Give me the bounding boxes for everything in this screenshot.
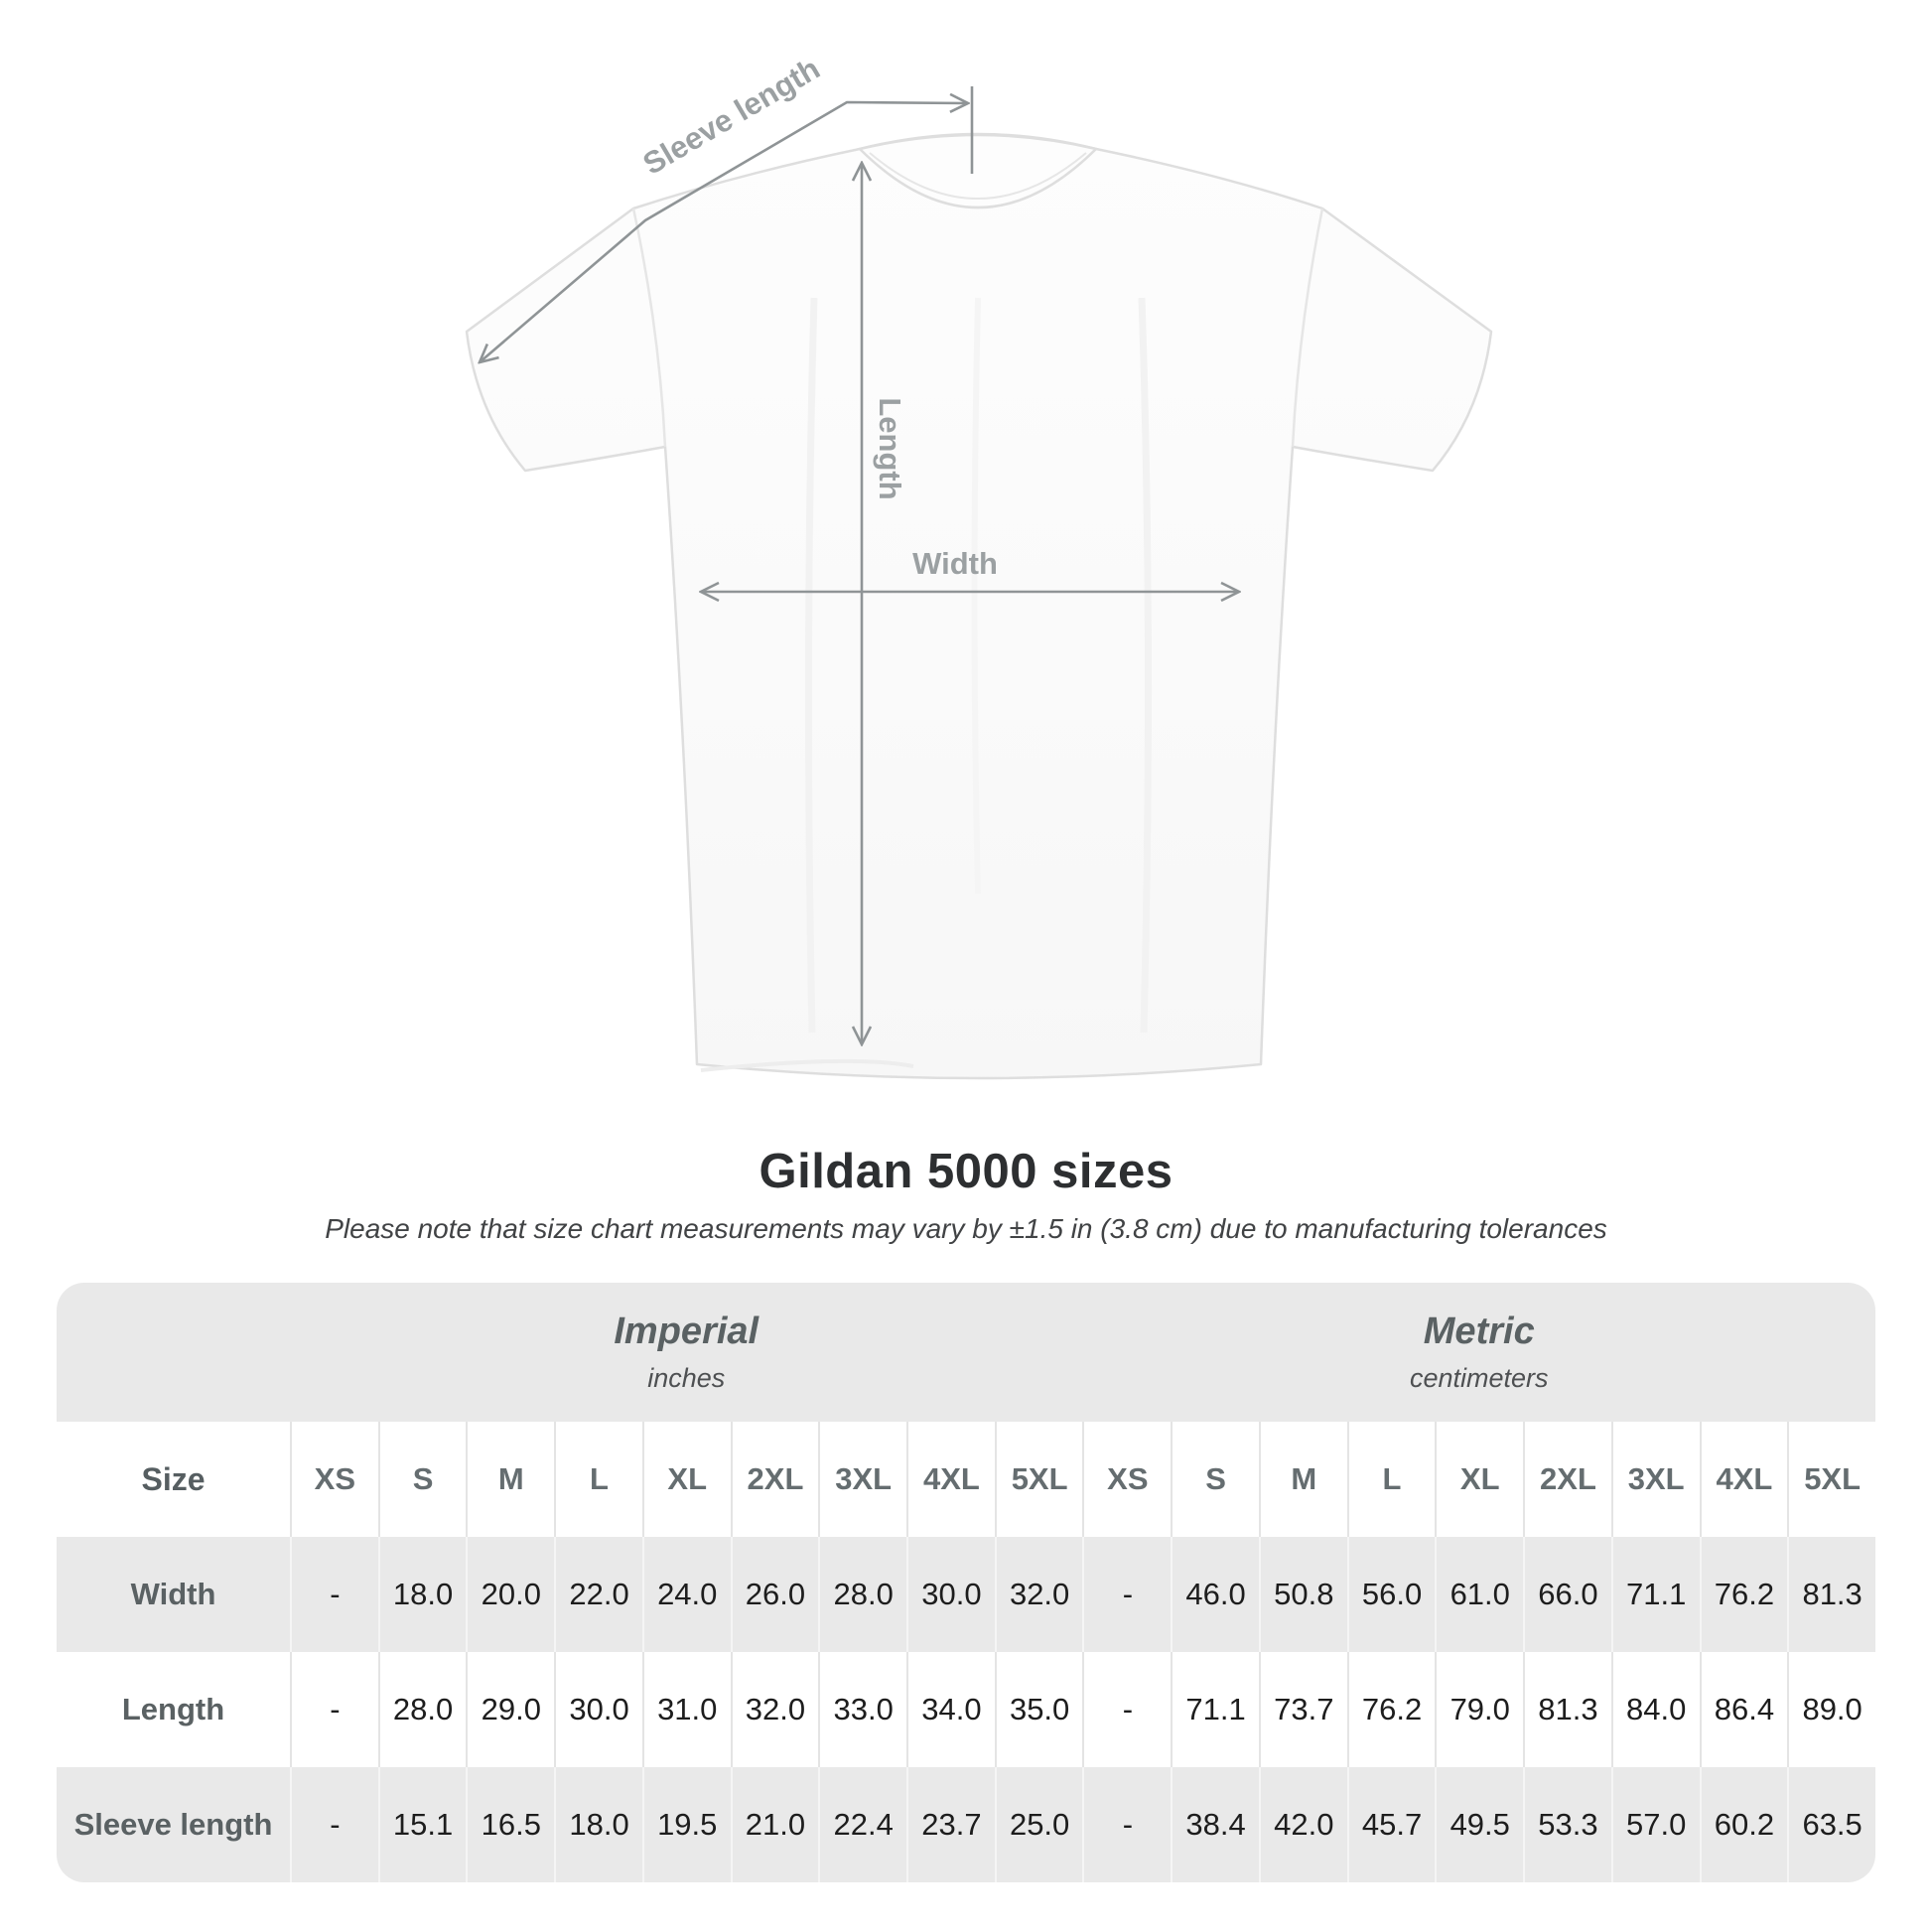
- value-cell: 76.2: [1346, 1652, 1436, 1767]
- value-cell: 38.4: [1171, 1767, 1259, 1882]
- size-header-cell: 5XL: [994, 1422, 1083, 1537]
- value-cell: 30.0: [906, 1537, 995, 1652]
- value-cell: 18.0: [554, 1767, 642, 1882]
- size-header-cell: 4XL: [906, 1422, 995, 1537]
- value-cell: 35.0: [994, 1652, 1083, 1767]
- value-cell: 19.5: [641, 1767, 731, 1882]
- value-cell: 45.7: [1346, 1767, 1436, 1882]
- value-cell: 57.0: [1610, 1767, 1700, 1882]
- size-header-cell: XS: [290, 1422, 378, 1537]
- value-cell: 30.0: [554, 1652, 642, 1767]
- value-cell: 84.0: [1610, 1652, 1700, 1767]
- size-header-cell: 3XL: [818, 1422, 906, 1537]
- value-cell: 29.0: [466, 1652, 554, 1767]
- table-row-sleeve-length: Sleeve length - 15.1 16.5 18.0 19.5 21.0…: [57, 1767, 1875, 1882]
- size-header-cell: XL: [1435, 1422, 1523, 1537]
- page-subtitle: Please note that size chart measurements…: [325, 1213, 1607, 1244]
- tshirt-diagram: Sleeve length Length Width: [465, 51, 1493, 1080]
- value-cell: 46.0: [1171, 1537, 1259, 1652]
- value-cell: 60.2: [1699, 1767, 1788, 1882]
- size-header-cell: 5XL: [1787, 1422, 1875, 1537]
- size-header-cell: M: [1258, 1422, 1347, 1537]
- unit-group-band: Imperial inches Metric centimeters: [57, 1283, 1875, 1422]
- size-table: Imperial inches Metric centimeters Size …: [57, 1283, 1875, 1882]
- value-cell: 34.0: [906, 1652, 995, 1767]
- row-label: Width: [130, 1577, 216, 1611]
- value-cell: 22.0: [554, 1537, 642, 1652]
- value-cell: 63.5: [1787, 1767, 1875, 1882]
- size-header-cell: XS: [1082, 1422, 1171, 1537]
- value-cell: 61.0: [1435, 1537, 1523, 1652]
- size-header-cell: 2XL: [730, 1422, 819, 1537]
- size-header-cell: 4XL: [1699, 1422, 1788, 1537]
- value-cell: 42.0: [1258, 1767, 1347, 1882]
- size-col-header: Size: [141, 1460, 206, 1497]
- width-label: Width: [912, 546, 998, 581]
- imperial-group-label: Imperial: [614, 1311, 759, 1352]
- size-header-cell: L: [1346, 1422, 1436, 1537]
- unit-group-metric: Metric centimeters: [1083, 1283, 1876, 1422]
- value-cell: 25.0: [994, 1767, 1083, 1882]
- value-cell: 66.0: [1523, 1537, 1611, 1652]
- length-label: Length: [873, 397, 907, 499]
- value-cell: 89.0: [1787, 1652, 1875, 1767]
- value-cell: -: [1082, 1652, 1171, 1767]
- size-header-cell: M: [466, 1422, 554, 1537]
- value-cell: 73.7: [1258, 1652, 1347, 1767]
- value-cell: 31.0: [641, 1652, 731, 1767]
- value-cell: 81.3: [1523, 1652, 1611, 1767]
- sleeve-length-arrow: [480, 102, 968, 362]
- metric-group-label: Metric: [1423, 1311, 1535, 1352]
- value-cell: 33.0: [818, 1652, 906, 1767]
- value-cell: 76.2: [1699, 1537, 1788, 1652]
- value-cell: 49.5: [1435, 1767, 1523, 1882]
- value-cell: 24.0: [641, 1537, 731, 1652]
- unit-group-imperial: Imperial inches: [290, 1283, 1083, 1422]
- size-header-row: Size XS S M L XL 2XL 3XL 4XL 5XL XS S M …: [57, 1422, 1875, 1537]
- size-header-cell: XL: [641, 1422, 731, 1537]
- value-cell: 18.0: [377, 1537, 467, 1652]
- value-cell: 28.0: [377, 1652, 467, 1767]
- table-row-width: Width - 18.0 20.0 22.0 24.0 26.0 28.0 30…: [57, 1537, 1875, 1652]
- size-header-cell: S: [377, 1422, 467, 1537]
- row-label: Sleeve length: [73, 1807, 273, 1842]
- value-cell: 32.0: [730, 1652, 819, 1767]
- measurement-annotations: [480, 86, 1239, 1044]
- value-cell: -: [290, 1652, 378, 1767]
- page-title: Gildan 5000 sizes: [759, 1145, 1173, 1198]
- value-cell: 81.3: [1787, 1537, 1875, 1652]
- size-header-cell: L: [554, 1422, 642, 1537]
- value-cell: 32.0: [994, 1537, 1083, 1652]
- size-header-cell: S: [1171, 1422, 1259, 1537]
- value-cell: 71.1: [1610, 1537, 1700, 1652]
- value-cell: 28.0: [818, 1537, 906, 1652]
- value-cell: -: [1082, 1767, 1171, 1882]
- value-cell: 20.0: [466, 1537, 554, 1652]
- value-cell: -: [1082, 1537, 1171, 1652]
- value-cell: 21.0: [730, 1767, 819, 1882]
- value-cell: 22.4: [818, 1767, 906, 1882]
- imperial-unit-label: inches: [647, 1363, 726, 1393]
- value-cell: 86.4: [1699, 1652, 1788, 1767]
- value-cell: -: [290, 1537, 378, 1652]
- size-header-cell: 2XL: [1523, 1422, 1611, 1537]
- value-cell: 79.0: [1435, 1652, 1523, 1767]
- value-cell: 23.7: [906, 1767, 995, 1882]
- value-cell: 15.1: [377, 1767, 467, 1882]
- row-label: Length: [121, 1692, 225, 1726]
- table-row-length: Length - 28.0 29.0 30.0 31.0 32.0 33.0 3…: [57, 1652, 1875, 1767]
- metric-unit-label: centimeters: [1409, 1363, 1549, 1393]
- value-cell: 71.1: [1171, 1652, 1259, 1767]
- size-header-cell: 3XL: [1610, 1422, 1700, 1537]
- value-cell: -: [290, 1767, 378, 1882]
- value-cell: 50.8: [1258, 1537, 1347, 1652]
- value-cell: 56.0: [1346, 1537, 1436, 1652]
- value-cell: 26.0: [730, 1537, 819, 1652]
- value-cell: 53.3: [1523, 1767, 1611, 1882]
- tshirt-graphic: [465, 132, 1493, 1080]
- value-cell: 16.5: [466, 1767, 554, 1882]
